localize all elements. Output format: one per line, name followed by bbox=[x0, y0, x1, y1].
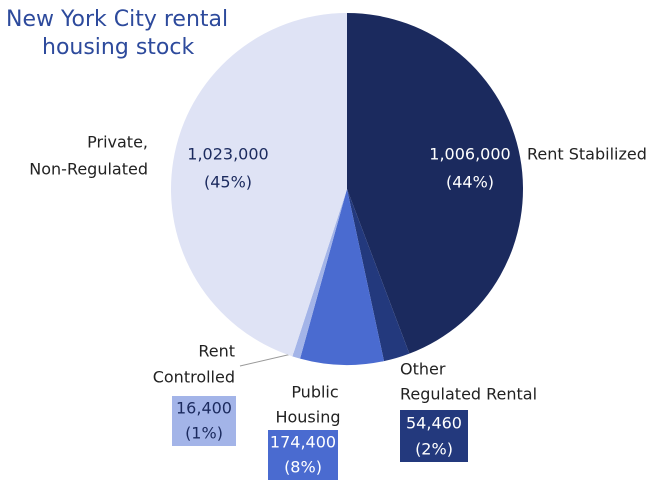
percent-label: (44%) bbox=[446, 173, 494, 192]
slice-name: Non-Regulated bbox=[29, 160, 148, 179]
value-label: 54,460 bbox=[406, 414, 462, 433]
slice-name: Private, bbox=[87, 133, 148, 152]
value-label: 1,006,000 bbox=[429, 145, 510, 164]
pie-slice bbox=[300, 189, 385, 365]
slice-name: Other bbox=[400, 360, 446, 379]
leader-line bbox=[239, 352, 297, 367]
percent-label: (45%) bbox=[204, 173, 252, 192]
chart-title: New York City rental bbox=[6, 7, 228, 32]
value-label: 1,023,000 bbox=[187, 145, 268, 164]
label-box bbox=[400, 410, 468, 462]
label-box bbox=[172, 396, 236, 446]
chart-title: housing stock bbox=[42, 35, 194, 60]
pie-slice bbox=[347, 189, 410, 362]
slice-name: Controlled bbox=[153, 368, 235, 387]
slice-name: Housing bbox=[275, 408, 340, 427]
slice-name: Rent Stabilized bbox=[527, 145, 647, 164]
percent-label: (1%) bbox=[185, 424, 223, 443]
pie-slice bbox=[347, 13, 523, 354]
slice-name: Rent bbox=[198, 342, 235, 361]
percent-label: (2%) bbox=[415, 440, 453, 459]
value-label: 174,400 bbox=[270, 433, 336, 452]
slice-name: Regulated Rental bbox=[400, 385, 537, 404]
label-box bbox=[268, 430, 338, 480]
slice-name: Public bbox=[291, 383, 338, 402]
value-label: 16,400 bbox=[176, 399, 232, 418]
percent-label: (8%) bbox=[284, 458, 322, 477]
pie-slice bbox=[170, 13, 347, 357]
pie-slice bbox=[292, 189, 347, 359]
